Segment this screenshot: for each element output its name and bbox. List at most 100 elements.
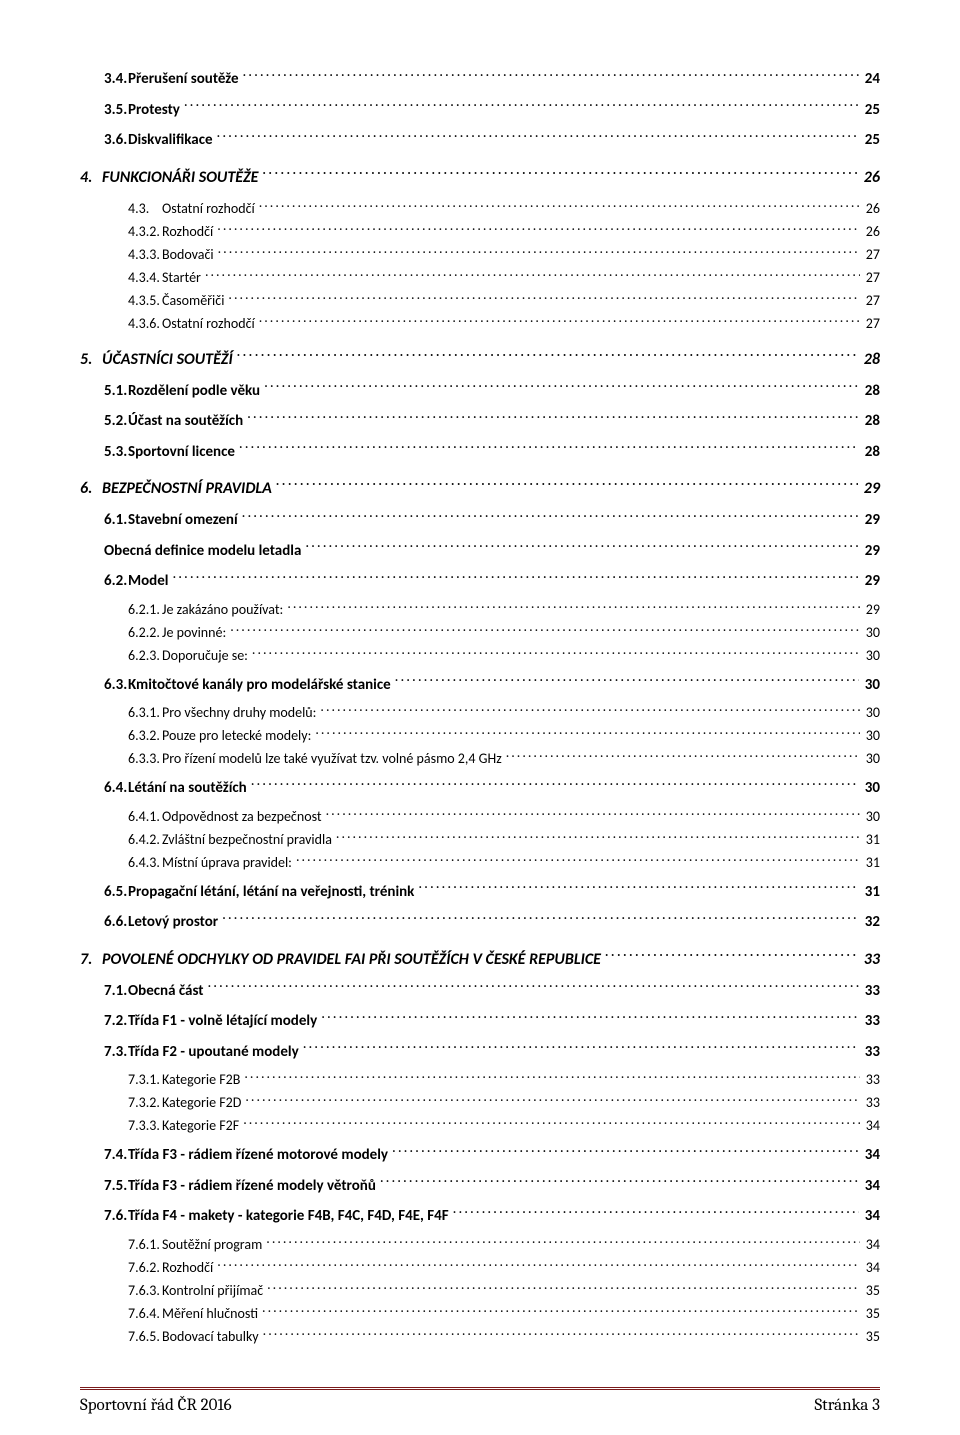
toc-entry: 7.6.1.Soutěžní program 34 [80,1234,880,1255]
toc-entry-page: 28 [859,410,880,433]
toc-leader-dots [217,222,860,236]
toc-entry-title: Rozhodčí [162,221,217,242]
toc-entry: 6.4.Létání na soutěžích 30 [80,777,880,800]
toc-entry-title: Bodovači [162,244,218,265]
toc-entry-number: 7.1. [80,980,128,1003]
toc-leader-dots [321,1010,859,1025]
toc-entry-title: Odpovědnost za bezpečnost [162,806,326,827]
toc-entry-number: 7.6.2. [80,1257,162,1278]
toc-entry-title: Měření hlučnosti [162,1303,262,1324]
toc-leader-dots [243,68,859,83]
toc-entry-page: 24 [859,68,880,91]
toc-entry-number: 7.6. [80,1205,128,1228]
table-of-contents: 3.4.Přerušení soutěže 243.5.Protesty 253… [80,68,880,1347]
toc-entry-page: 27 [860,313,880,334]
toc-entry: 5.3.Sportovní licence 28 [80,441,880,464]
toc-entry-number: 5.2. [80,410,128,433]
toc-leader-dots [259,199,860,213]
toc-entry-page: 34 [860,1257,880,1278]
toc-entry: Obecná definice modelu letadla 29 [80,540,880,563]
toc-entry: 3.6.Diskvalifikace 25 [80,129,880,152]
toc-leader-dots [506,749,860,763]
toc-entry: 6.3.Kmitočtové kanály pro modelářské sta… [80,674,880,697]
toc-leader-dots [263,1327,860,1341]
toc-entry-title: Kategorie F2B [162,1069,244,1090]
toc-entry: 3.5.Protesty 25 [80,99,880,122]
toc-entry-title: Bodovací tabulky [162,1326,263,1347]
toc-entry-page: 25 [859,99,880,122]
toc-entry-number: 6.4.1. [80,806,162,827]
toc-entry-title: Třída F4 - makety - kategorie F4B, F4C, … [128,1205,453,1228]
toc-entry-title: Doporučuje se: [162,645,252,666]
toc-entry-title: Kategorie F2F [162,1115,243,1136]
toc-entry-page: 28 [859,441,880,464]
toc-entry-title: Je povinné: [162,622,230,643]
toc-entry-page: 31 [860,829,880,850]
toc-entry-title: Ostatní rozhodčí [162,313,259,334]
toc-entry: 7.2.Třída F1 - volně létající modely 33 [80,1010,880,1033]
toc-entry: 7.6.3.Kontrolní přijímač 35 [80,1280,880,1301]
toc-entry-number: 7.3. [80,1041,128,1064]
toc-entry-page: 29 [859,509,880,532]
toc-entry-page: 29 [860,599,880,620]
toc-leader-dots [230,623,860,637]
toc-leader-dots [326,807,860,821]
toc-leader-dots [259,314,860,328]
toc-entry-number: 4.3.3. [80,244,162,265]
toc-entry-title: Třída F2 - upoutané modely [128,1041,303,1064]
toc-entry-page: 33 [859,1041,880,1064]
toc-entry-number: 3.4. [80,68,128,91]
toc-entry-title: FUNKCIONÁŘI SOUTĚŽE [102,166,262,190]
toc-entry: 6.3.1.Pro všechny druhy modelů: 30 [80,702,880,723]
toc-entry-title: Obecná část [128,980,207,1003]
toc-entry-number: 6. [80,477,102,501]
toc-leader-dots [320,703,859,717]
toc-leader-dots [243,1116,860,1130]
toc-leader-dots [262,166,857,182]
toc-leader-dots [305,540,858,555]
toc-leader-dots [218,245,860,259]
footer-divider [80,1387,880,1390]
toc-leader-dots [239,441,859,456]
toc-entry: 4.3.Ostatní rozhodčí 26 [80,198,880,219]
toc-entry-page: 30 [860,806,880,827]
toc-entry-page: 34 [859,1205,880,1228]
toc-entry: 6.2.2.Je povinné: 30 [80,622,880,643]
toc-leader-dots [242,509,859,524]
toc-entry-title: POVOLENÉ ODCHYLKY OD PRAVIDEL FAI PŘI SO… [102,948,605,972]
toc-entry-title: Ostatní rozhodčí [162,198,259,219]
toc-entry-page: 27 [860,290,880,311]
toc-entry: 7.6.5.Bodovací tabulky 35 [80,1326,880,1347]
toc-entry: 7.1.Obecná část 33 [80,980,880,1003]
toc-entry: 5.2.Účast na soutěžích 28 [80,410,880,433]
toc-entry-number: 7.6.3. [80,1280,162,1301]
toc-entry: 6.3.2.Pouze pro letecké modely: 30 [80,725,880,746]
toc-entry: 6.BEZPEČNOSTNÍ PRAVIDLA 29 [80,477,880,501]
toc-entry-title: Pouze pro letecké modely: [162,725,315,746]
toc-entry-number: 6.4. [80,777,128,800]
toc-entry: 7.4.Třída F3 - rádiem řízené motorové mo… [80,1144,880,1167]
toc-leader-dots [395,674,859,689]
toc-entry: 7.5.Třída F3 - rádiem řízené modely větr… [80,1175,880,1198]
toc-leader-dots [262,1304,860,1318]
toc-entry-page: 31 [859,881,880,904]
toc-entry-title: Účast na soutěžích [128,410,247,433]
toc-entry: 7.3.2.Kategorie F2D 33 [80,1092,880,1113]
toc-entry-page: 34 [859,1175,880,1198]
toc-entry-number: 6.3.1. [80,702,162,723]
toc-entry-number: 6.6. [80,911,128,934]
toc-entry-page: 30 [860,622,880,643]
toc-entry-title: Časoměřiči [162,290,228,311]
toc-leader-dots [303,1041,859,1056]
toc-entry-page: 34 [860,1234,880,1255]
toc-entry-page: 34 [859,1144,880,1167]
toc-entry-page: 30 [860,725,880,746]
toc-entry: 6.5.Propagační létání, létání na veřejno… [80,881,880,904]
toc-entry-title: Model [128,570,172,593]
toc-entry-page: 26 [860,198,880,219]
toc-leader-dots [207,980,858,995]
toc-leader-dots [247,410,859,425]
toc-entry-number: 7.6.4. [80,1303,162,1324]
toc-leader-dots [287,600,859,614]
toc-entry-number: 5. [80,348,102,372]
